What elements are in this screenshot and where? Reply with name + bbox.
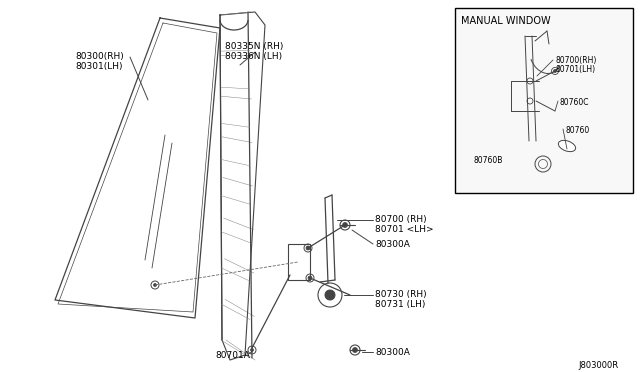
Text: 80336N (LH): 80336N (LH) (225, 52, 282, 61)
Circle shape (250, 349, 253, 352)
Text: 80701A: 80701A (215, 351, 250, 360)
Text: MANUAL WINDOW: MANUAL WINDOW (461, 16, 550, 26)
Circle shape (154, 283, 157, 286)
Text: 80701 <LH>: 80701 <LH> (375, 225, 434, 234)
Text: 80700 (RH): 80700 (RH) (375, 215, 427, 224)
Text: 80701(LH): 80701(LH) (555, 65, 595, 74)
Text: 80731 (LH): 80731 (LH) (375, 300, 426, 309)
Circle shape (306, 246, 310, 250)
Circle shape (554, 70, 557, 73)
Text: 80335N (RH): 80335N (RH) (225, 42, 284, 51)
Text: 80301(LH): 80301(LH) (75, 62, 122, 71)
Text: 80300(RH): 80300(RH) (75, 52, 124, 61)
Circle shape (353, 347, 358, 353)
Text: 80760B: 80760B (473, 156, 502, 165)
FancyBboxPatch shape (288, 244, 310, 280)
Text: J803000R: J803000R (578, 361, 618, 370)
Text: 80300A: 80300A (375, 240, 410, 249)
Circle shape (308, 276, 312, 280)
Circle shape (325, 290, 335, 300)
Circle shape (342, 222, 348, 228)
Text: 80760: 80760 (565, 126, 589, 135)
Text: 80760C: 80760C (560, 98, 589, 107)
Text: 80700(RH): 80700(RH) (555, 56, 596, 65)
Text: 80300A: 80300A (375, 348, 410, 357)
Bar (455, 8, 633, 193)
Ellipse shape (558, 140, 575, 152)
Text: 80730 (RH): 80730 (RH) (375, 290, 427, 299)
